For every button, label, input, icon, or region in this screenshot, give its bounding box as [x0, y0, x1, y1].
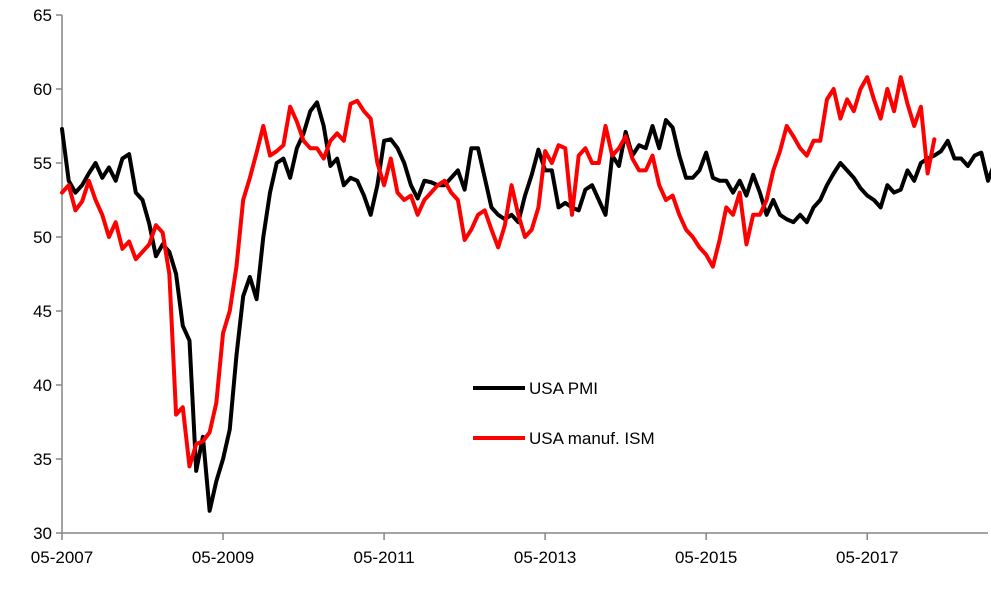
x-tick-label: 05-2013: [514, 548, 576, 567]
x-tick-label: 05-2007: [31, 548, 93, 567]
x-axis-ticks: 05-2007 05-2009 05-2011 05-2013 05-2015 05-20…: [31, 533, 898, 567]
legend-label: USA PMI: [529, 379, 598, 398]
y-axis-ticks: 30 35 40 45 50 55 60 65: [33, 6, 62, 543]
y-tick-label: 55: [33, 154, 52, 173]
series-line-usa-manuf-ism: [60, 75, 937, 469]
series-line-usa-pmi: [60, 100, 991, 513]
series-layer: [60, 75, 991, 513]
y-tick-label: 45: [33, 302, 52, 321]
y-tick-label: 35: [33, 450, 52, 469]
y-tick-label: 60: [33, 80, 52, 99]
y-tick-label: 30: [33, 524, 52, 543]
y-tick-label: 40: [33, 376, 52, 395]
legend-label: USA manuf. ISM: [529, 429, 655, 448]
y-tick-label: 65: [33, 6, 52, 25]
legend: USA PMI USA manuf. ISM: [473, 379, 655, 448]
x-tick-label: 05-2017: [836, 548, 898, 567]
x-tick-label: 05-2015: [675, 548, 737, 567]
y-tick-label: 50: [33, 228, 52, 247]
x-tick-label: 05-2009: [192, 548, 254, 567]
x-tick-label: 05-2011: [354, 548, 415, 567]
